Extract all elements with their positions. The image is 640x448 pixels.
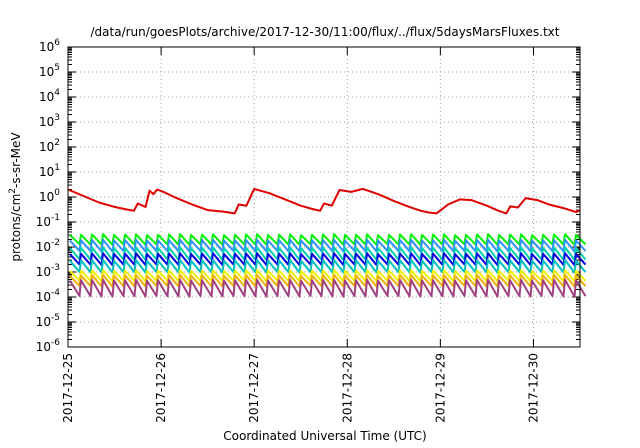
flux-band-trace [69, 252, 587, 267]
grid-lines [68, 47, 580, 347]
y-axis-label: protons/cm2-s-sr-MeV [8, 132, 23, 262]
y-tick-label-exp: -6 [51, 338, 60, 348]
y-tick-label-base: 10 [36, 340, 51, 354]
x-tick-label: 2017-12-29 [433, 353, 447, 423]
y-axis-label-rest: -s-sr-MeV [9, 132, 23, 188]
y-tick-label-base: 10 [39, 190, 54, 204]
x-axis-label: Coordinated Universal Time (UTC) [223, 429, 426, 443]
x-tick-label: 2017-12-25 [61, 353, 75, 423]
y-tick-label-base: 10 [39, 65, 54, 79]
y-tick-label-base: 10 [39, 165, 54, 179]
y-tick-label-base: 10 [36, 315, 51, 329]
series-layer [67, 187, 581, 215]
y-tick-label-exp: 5 [54, 63, 60, 73]
y-tick-label-exp: 2 [54, 138, 60, 148]
y-axis-label-base: protons/cm [9, 194, 23, 262]
y-tick-label-exp: -3 [51, 263, 60, 273]
y-tick-label: 106 [39, 38, 60, 54]
y-tick-label: 10-5 [36, 313, 60, 329]
y-tick-labels: 10-610-510-410-310-210-11001011021031041… [36, 38, 61, 354]
y-tick-label: 100 [39, 188, 60, 204]
y-tick-label: 103 [39, 113, 60, 129]
flux-bands-layer [69, 233, 587, 298]
y-tick-label-base: 10 [36, 290, 51, 304]
chart-title: /data/run/goesPlots/archive/2017-12-30/1… [91, 25, 560, 39]
y-tick-label-exp: -1 [51, 213, 60, 223]
flux-band-trace [69, 278, 587, 298]
y-tick-label-exp: -2 [51, 238, 60, 248]
series-line-red [67, 187, 581, 215]
y-tick-label-exp: 1 [54, 163, 60, 173]
y-tick-label: 10-4 [36, 288, 61, 304]
y-tick-label-base: 10 [39, 140, 54, 154]
y-tick-label-base: 10 [39, 40, 54, 54]
y-tick-label-base: 10 [39, 115, 54, 129]
y-tick-label-base: 10 [36, 265, 51, 279]
y-tick-label: 105 [39, 63, 60, 79]
y-tick-label-exp: 4 [54, 88, 60, 98]
y-tick-label-exp: 0 [54, 188, 60, 198]
y-tick-label-base: 10 [39, 90, 54, 104]
x-tick-label: 2017-12-27 [247, 353, 261, 423]
y-tick-label-base: 10 [36, 215, 51, 229]
y-axis-label-sup: 2 [8, 188, 18, 194]
y-tick-label: 102 [39, 138, 60, 154]
y-tick-label-exp: -4 [51, 288, 60, 298]
y-tick-label-exp: -5 [51, 313, 60, 323]
x-tick-label: 2017-12-26 [154, 353, 168, 423]
x-tick-label: 2017-12-30 [526, 353, 540, 423]
y-tick-label: 104 [39, 88, 60, 104]
y-tick-label-base: 10 [36, 240, 51, 254]
y-tick-label: 10-3 [36, 263, 60, 279]
x-tick-label: 2017-12-28 [340, 353, 354, 423]
flux-band-trace [69, 238, 587, 253]
y-tick-label: 101 [39, 163, 60, 179]
plot-frame [67, 46, 581, 348]
y-tick-label: 10-2 [36, 238, 60, 254]
flux-band-trace [69, 258, 587, 274]
y-tick-label: 10-1 [36, 213, 60, 229]
y-tick-label-exp: 3 [54, 113, 60, 123]
y-tick-label: 10-6 [36, 338, 61, 354]
y-tick-label-exp: 6 [54, 38, 60, 48]
x-tick-labels: 2017-12-25 2017-12-26 2017-12-27 2017-12-28… [61, 353, 540, 423]
